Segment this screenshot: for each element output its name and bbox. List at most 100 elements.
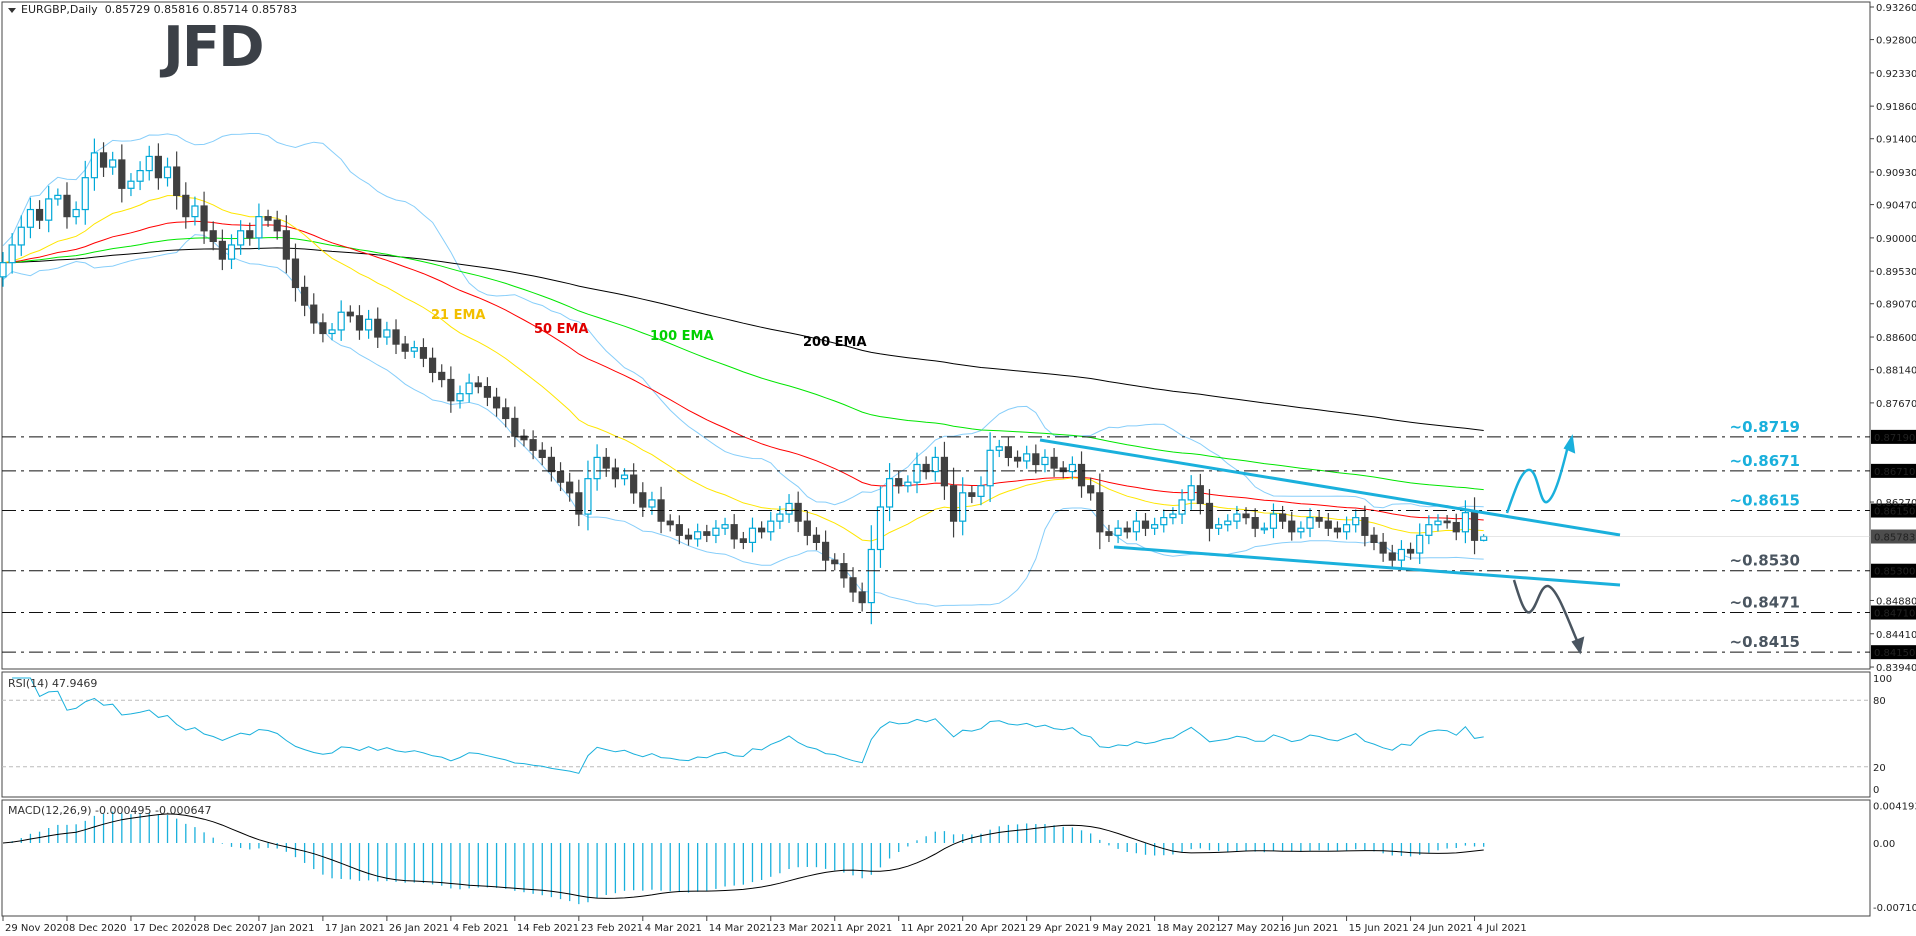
candle[interactable]	[1425, 515, 1433, 545]
candle[interactable]	[758, 521, 766, 539]
candle[interactable]	[675, 515, 683, 545]
candle[interactable]	[1480, 534, 1488, 542]
candle[interactable]	[776, 505, 784, 529]
candle[interactable]	[739, 531, 747, 550]
candle[interactable]	[72, 201, 80, 225]
candle[interactable]	[657, 486, 665, 534]
candle[interactable]	[1233, 505, 1241, 529]
candle[interactable]	[922, 456, 930, 480]
candle[interactable]	[867, 525, 875, 625]
candle[interactable]	[712, 520, 720, 544]
candle[interactable]	[1205, 489, 1214, 542]
candle[interactable]	[45, 185, 53, 233]
candle[interactable]	[529, 430, 537, 460]
candle[interactable]	[1251, 508, 1259, 538]
candle[interactable]	[63, 182, 71, 229]
candle[interactable]	[392, 319, 400, 355]
candle[interactable]	[383, 321, 391, 345]
candle[interactable]	[1068, 456, 1076, 480]
candle[interactable]	[858, 582, 866, 612]
candle[interactable]	[1406, 542, 1415, 560]
candle[interactable]	[611, 458, 619, 488]
candle[interactable]	[474, 376, 482, 394]
candle[interactable]	[986, 432, 994, 503]
rsi-panel[interactable]: 100 80 20 0	[2, 674, 1892, 796]
candle[interactable]	[90, 138, 99, 191]
lower-trendline[interactable]	[1113, 545, 1621, 587]
candle[interactable]	[99, 142, 108, 177]
candle[interactable]	[438, 364, 446, 388]
candle[interactable]	[401, 335, 409, 359]
candle[interactable]	[703, 524, 711, 543]
candle[interactable]	[1370, 527, 1378, 551]
upper-trendline[interactable]	[1039, 438, 1621, 537]
candle[interactable]	[456, 385, 464, 409]
candle[interactable]	[428, 347, 437, 383]
candle[interactable]	[721, 517, 729, 535]
candle[interactable]	[949, 467, 958, 538]
candle[interactable]	[1114, 520, 1122, 544]
candle[interactable]	[1288, 511, 1296, 541]
candle[interactable]	[1361, 505, 1369, 547]
candle[interactable]	[885, 463, 894, 522]
candle[interactable]	[1178, 489, 1186, 524]
candle[interactable]	[584, 460, 592, 531]
candle[interactable]	[876, 486, 885, 568]
candle[interactable]	[1123, 521, 1131, 539]
candle[interactable]	[1379, 533, 1387, 562]
candle[interactable]	[1342, 516, 1351, 540]
candle[interactable]	[1041, 449, 1049, 473]
candle[interactable]	[639, 482, 647, 517]
candle[interactable]	[1434, 514, 1442, 532]
candle[interactable]	[1013, 450, 1022, 468]
candle[interactable]	[1215, 517, 1223, 535]
candle[interactable]	[118, 144, 126, 203]
main-panel[interactable]: ~0.8719 ~0.8671 ~0.8615 ~0.8530 ~0.8471 ~0.84…	[0, 133, 1870, 655]
candle[interactable]	[264, 209, 272, 227]
candle[interactable]	[730, 514, 738, 549]
candle[interactable]	[410, 340, 418, 358]
candle[interactable]	[666, 514, 674, 532]
candle[interactable]	[1278, 505, 1287, 529]
dropdown-triangle-icon[interactable]	[8, 7, 16, 13]
candle[interactable]	[483, 377, 492, 407]
candle[interactable]	[593, 444, 601, 491]
candle[interactable]	[1105, 524, 1113, 543]
candle[interactable]	[218, 229, 226, 271]
candle[interactable]	[237, 220, 245, 255]
candle[interactable]	[1151, 517, 1159, 535]
candle[interactable]	[54, 188, 62, 206]
candle[interactable]	[8, 233, 16, 274]
candle[interactable]	[173, 151, 181, 210]
candle[interactable]	[282, 215, 290, 274]
candle[interactable]	[785, 494, 793, 523]
candle[interactable]	[556, 462, 565, 492]
candle[interactable]	[337, 300, 345, 341]
candle[interactable]	[694, 523, 702, 547]
macd-panel[interactable]: 0.004193 0.00 -0.007103	[2, 801, 1916, 914]
candle[interactable]	[1260, 522, 1268, 534]
candle[interactable]	[1333, 521, 1342, 539]
candle[interactable]	[1443, 514, 1451, 529]
candle[interactable]	[1187, 475, 1195, 510]
candle[interactable]	[748, 517, 757, 553]
candle[interactable]	[821, 530, 830, 572]
candle[interactable]	[1087, 477, 1095, 501]
candle[interactable]	[127, 173, 135, 197]
candle[interactable]	[1461, 500, 1470, 544]
candle[interactable]	[1004, 437, 1013, 467]
candle[interactable]	[1306, 508, 1314, 538]
candle[interactable]	[109, 151, 117, 175]
candle[interactable]	[1132, 511, 1140, 541]
candle[interactable]	[1242, 507, 1250, 525]
candle[interactable]	[566, 472, 574, 502]
candle[interactable]	[419, 338, 428, 368]
candle[interactable]	[502, 398, 510, 428]
candle[interactable]	[81, 160, 89, 225]
candle[interactable]	[803, 510, 811, 546]
candle[interactable]	[465, 373, 473, 403]
candle[interactable]	[575, 479, 583, 527]
candle[interactable]	[1324, 513, 1332, 537]
candle[interactable]	[291, 243, 300, 302]
